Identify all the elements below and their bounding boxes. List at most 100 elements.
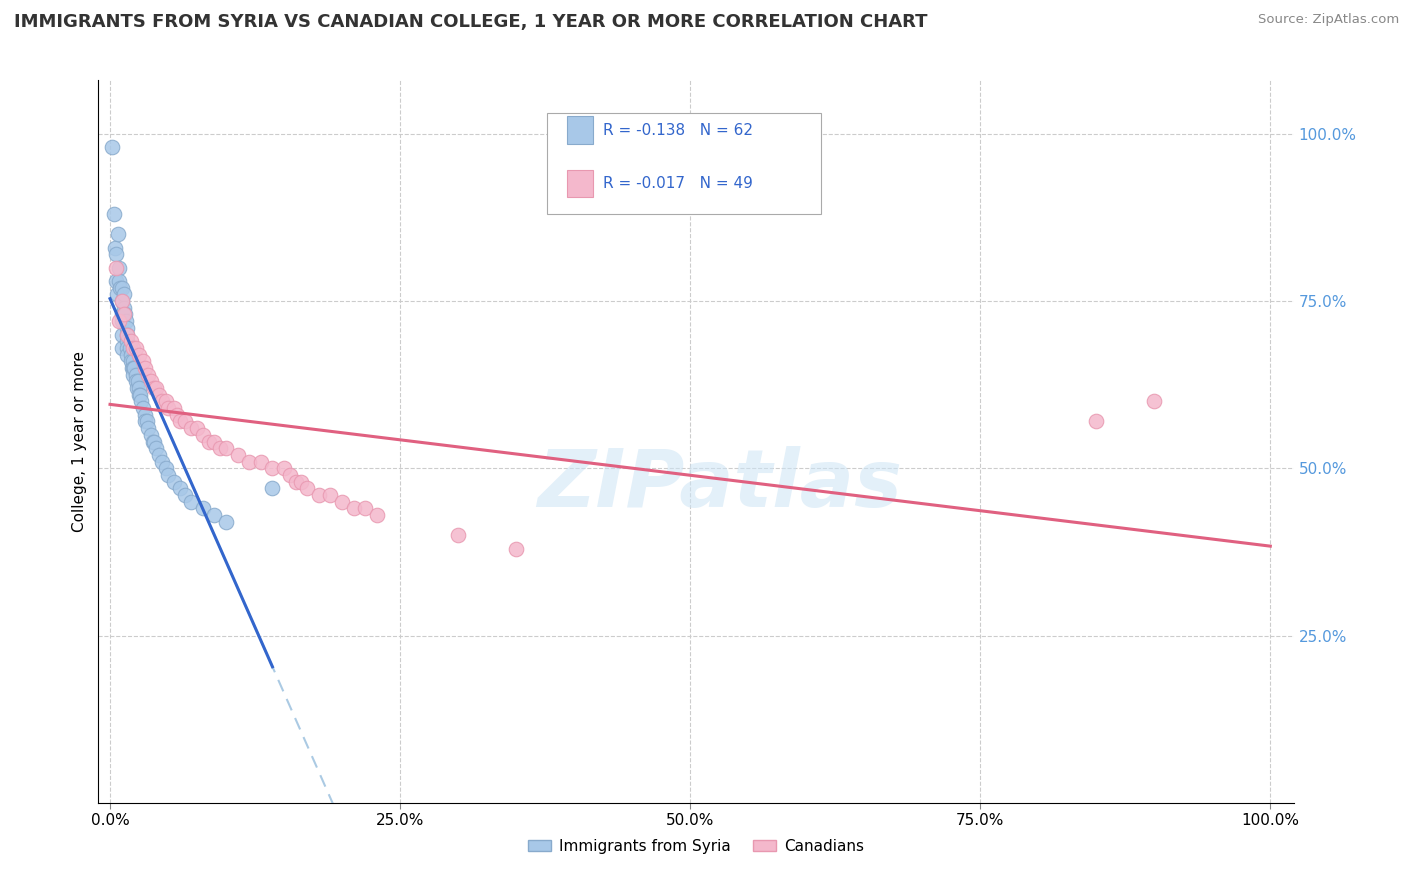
Point: [330, 494, 353, 508]
Point: [366, 508, 388, 523]
Point: [117, 334, 139, 349]
Point: [169, 482, 191, 496]
Point: [157, 467, 180, 482]
Point: [101, 140, 124, 154]
Point: [308, 488, 330, 502]
Point: [174, 488, 197, 502]
Point: [278, 467, 301, 482]
Point: [180, 494, 202, 508]
Point: [143, 434, 166, 449]
Point: [238, 455, 260, 469]
Point: [145, 381, 167, 395]
Point: [122, 354, 145, 368]
Point: [215, 442, 238, 455]
Point: [104, 260, 127, 275]
Point: [139, 427, 162, 442]
Point: [134, 361, 156, 376]
Point: [136, 421, 159, 435]
Point: [122, 361, 145, 376]
Point: [110, 281, 132, 295]
Point: [105, 287, 128, 301]
Point: [122, 368, 145, 382]
Point: [186, 421, 208, 435]
Point: [262, 482, 284, 496]
Point: [118, 341, 141, 355]
Point: [148, 448, 170, 462]
Point: [111, 314, 134, 328]
Point: [343, 501, 366, 516]
Point: [150, 394, 173, 409]
Point: [136, 414, 159, 429]
Point: [108, 314, 131, 328]
FancyBboxPatch shape: [547, 112, 821, 214]
Point: [163, 475, 186, 489]
Point: [124, 368, 146, 382]
Point: [180, 421, 202, 435]
Text: R = -0.017   N = 49: R = -0.017 N = 49: [603, 176, 752, 191]
Point: [447, 528, 470, 542]
Point: [112, 301, 135, 315]
Point: [131, 401, 153, 416]
Point: [155, 461, 177, 475]
Point: [111, 327, 134, 342]
Y-axis label: College, 1 year or more: College, 1 year or more: [72, 351, 87, 532]
Point: [108, 274, 131, 288]
Point: [111, 307, 134, 322]
Point: [120, 354, 142, 368]
Point: [148, 387, 170, 401]
Point: [122, 341, 145, 355]
Point: [250, 455, 273, 469]
Point: [215, 515, 238, 529]
Point: [1143, 394, 1166, 409]
Point: [115, 314, 138, 328]
Point: [169, 414, 191, 429]
Legend: Immigrants from Syria, Canadians: Immigrants from Syria, Canadians: [522, 833, 870, 860]
Point: [209, 442, 232, 455]
Point: [131, 394, 153, 409]
Bar: [567, 116, 593, 144]
Point: [111, 281, 134, 295]
Point: [191, 427, 214, 442]
Point: [134, 408, 156, 422]
Point: [134, 414, 156, 429]
Point: [117, 327, 139, 342]
Point: [204, 434, 226, 449]
Point: [114, 307, 136, 322]
Point: [191, 501, 214, 516]
Point: [143, 381, 166, 395]
Point: [121, 361, 143, 376]
Point: [108, 260, 131, 275]
Point: [128, 387, 150, 401]
Point: [107, 227, 129, 242]
Point: [505, 541, 527, 556]
Point: [145, 442, 167, 455]
Point: [111, 294, 134, 309]
Point: [124, 361, 146, 376]
Point: [273, 461, 295, 475]
Point: [117, 327, 139, 342]
Point: [157, 401, 180, 416]
Point: [127, 375, 149, 389]
Point: [204, 508, 226, 523]
Point: [354, 501, 377, 516]
Point: [117, 341, 139, 355]
Point: [166, 408, 188, 422]
Point: [112, 307, 135, 322]
Point: [120, 348, 142, 362]
Point: [262, 461, 284, 475]
Point: [125, 381, 148, 395]
Point: [174, 414, 197, 429]
Point: [128, 381, 150, 395]
Point: [1085, 414, 1108, 429]
Point: [197, 434, 219, 449]
Point: [103, 207, 125, 221]
Point: [136, 368, 159, 382]
Bar: [567, 169, 593, 197]
Point: [117, 321, 139, 335]
Point: [319, 488, 342, 502]
Point: [120, 334, 142, 349]
Text: R = -0.138   N = 62: R = -0.138 N = 62: [603, 122, 752, 137]
Point: [104, 274, 127, 288]
Point: [111, 294, 134, 309]
Point: [104, 247, 127, 261]
